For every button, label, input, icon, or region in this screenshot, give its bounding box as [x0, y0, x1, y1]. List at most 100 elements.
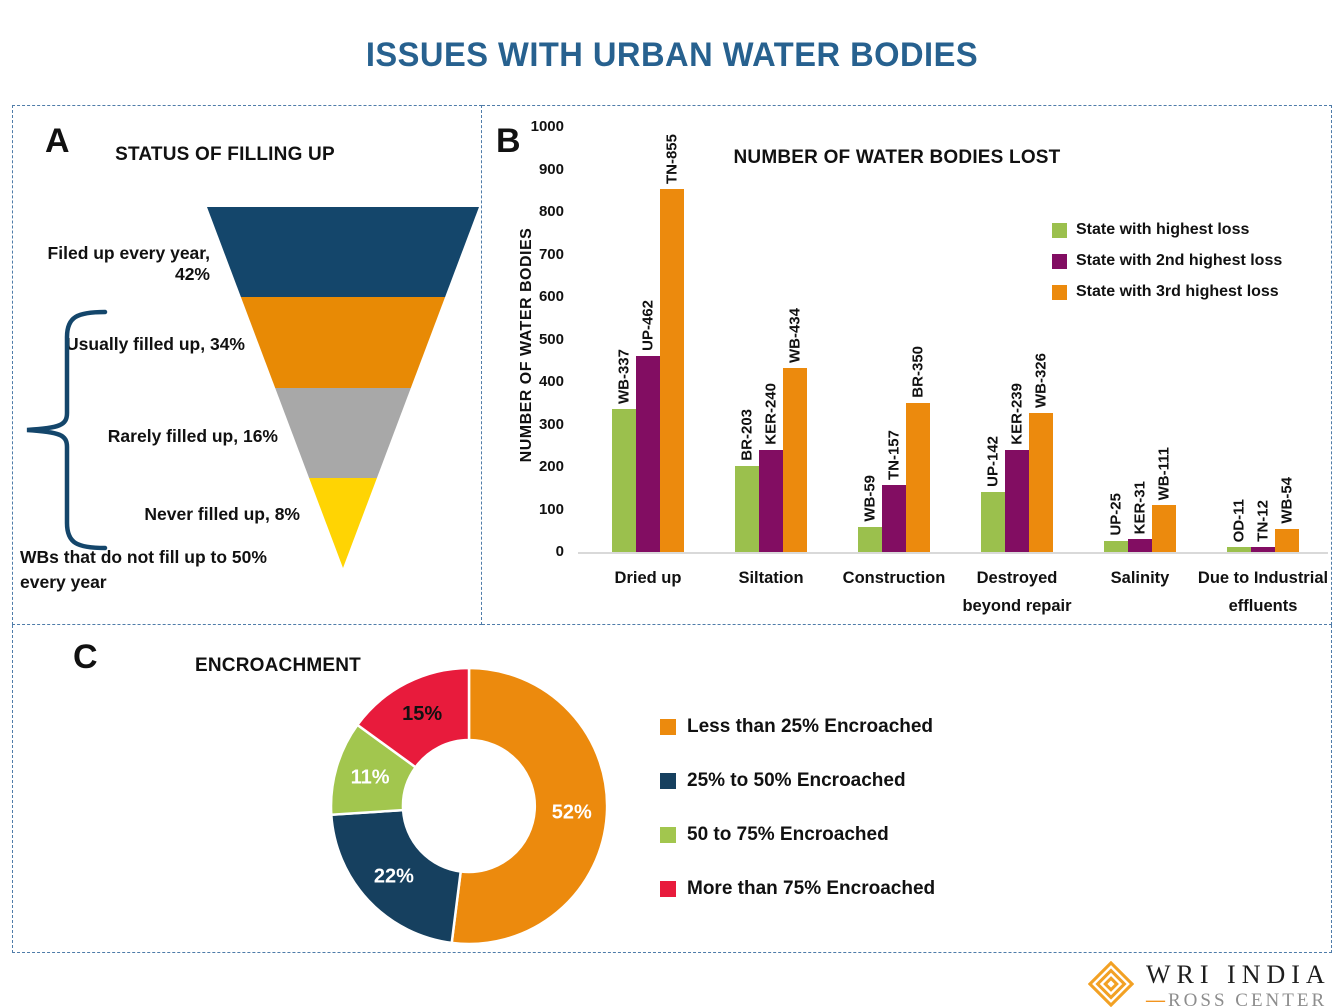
bar-tn-12: TN-12	[1251, 500, 1275, 552]
bar-wb-54: WB-54	[1275, 477, 1299, 552]
bar-value-label: UP-462	[639, 300, 657, 351]
legend-item: 25% to 50% Encroached	[660, 770, 935, 792]
brace-icon	[26, 309, 108, 551]
page-title: ISSUES WITH URBAN WATER BODIES	[365, 36, 979, 74]
bar-value-label: WB-326	[1032, 352, 1050, 408]
panel-c-letter: C	[73, 638, 98, 676]
donut-slice	[355, 666, 471, 769]
bar-value-label: BR-203	[738, 409, 756, 461]
brand-org-name: WRI INDIA	[1146, 960, 1331, 989]
panel-c-frame	[12, 625, 1332, 953]
bar-value-label: BR-350	[909, 346, 927, 398]
bar-value-label: WB-54	[1278, 477, 1296, 524]
bar-value-label: TN-12	[1254, 500, 1272, 542]
panel-a-letter: A	[45, 122, 70, 160]
x-axis-category-label: Dried up	[614, 569, 682, 587]
legend-label: State with 2nd highest loss	[1076, 252, 1283, 269]
bar-wb-326: WB-326	[1029, 353, 1053, 552]
bar-tn-855: TN-855	[660, 134, 684, 552]
bar-value-label: KER-240	[762, 383, 780, 445]
funnel-footnote: WBs that do not fill up to 50% every yea…	[20, 547, 267, 593]
legend-label: 25% to 50% Encroached	[687, 770, 906, 791]
legend-item: State with highest loss	[1052, 221, 1282, 239]
y-axis-tick-label: 300	[538, 415, 564, 433]
legend-item: 50 to 75% Encroached	[660, 824, 935, 846]
legend-item: More than 75% Encroached	[660, 878, 935, 900]
x-axis-category-label: Siltation	[738, 569, 804, 587]
donut-chart-title: ENCROACHMENT	[194, 655, 361, 676]
brand-dash: —	[1146, 990, 1168, 1008]
x-axis-line	[578, 552, 1328, 554]
donut-chart-legend: Less than 25% Encroached 25% to 50% Encro…	[660, 716, 935, 900]
legend-swatch	[660, 827, 676, 843]
bar-chart-title: NUMBER OF WATER BODIES LOST	[733, 147, 1061, 168]
bar-up-462: UP-462	[636, 300, 660, 552]
funnel-segment-label: Filed up every year, 42%	[47, 243, 210, 284]
bar-wb-111: WB-111	[1152, 447, 1176, 552]
panel-b-frame	[482, 105, 1332, 625]
donut-slice-label: 52%	[552, 802, 592, 824]
bar-value-label: KER-31	[1131, 480, 1149, 534]
bar-ker-240: KER-240	[759, 383, 783, 552]
panel-a-frame	[12, 105, 482, 625]
bar-value-label: WB-59	[861, 475, 879, 522]
bar-tn-157: TN-157	[882, 430, 906, 552]
legend-label: State with highest loss	[1076, 221, 1250, 238]
legend-swatch	[660, 881, 676, 897]
y-axis-tick-label: 600	[538, 288, 564, 305]
funnel-chart-title: STATUS OF FILLING UP	[115, 144, 335, 165]
x-axis-category-label: Salinity	[1110, 569, 1170, 587]
legend-label: More than 75% Encroached	[687, 878, 936, 899]
bar-up-25: UP-25	[1104, 493, 1128, 552]
y-axis-tick-label: 500	[538, 330, 564, 348]
y-axis-tick-label: 800	[538, 203, 564, 220]
bar-wb-59: WB-59	[858, 475, 882, 552]
bar-br-203: BR-203	[735, 409, 759, 552]
wri-knot-icon	[1088, 961, 1134, 1007]
bar-br-350: BR-350	[906, 346, 930, 552]
bar-wb-434: WB-434	[783, 308, 807, 552]
legend-swatch	[660, 773, 676, 789]
bar-value-label: WB-111	[1155, 446, 1173, 500]
bar-ker-239: KER-239	[1005, 383, 1029, 552]
x-axis-category-label: Destroyed beyond repair	[962, 569, 1072, 616]
x-axis-category-label: Construction	[842, 569, 946, 587]
bar-wb-337: WB-337	[612, 349, 636, 552]
bar-value-label: OD-11	[1230, 498, 1248, 542]
donut-chart: 52% 22% 11% 15%	[329, 666, 609, 946]
donut-slice	[329, 808, 463, 945]
panel-b-letter: B	[496, 122, 521, 160]
bar-value-label: TN-855	[663, 133, 681, 184]
bar-value-label: UP-25	[1107, 493, 1125, 536]
bar-up-142: UP-142	[981, 436, 1005, 552]
legend-label: State with 3rd highest loss	[1076, 283, 1279, 300]
y-axis-tick-label: 1000	[530, 118, 564, 135]
legend-item: State with 3rd highest loss	[1052, 283, 1282, 301]
y-axis-tick-label: 200	[538, 458, 564, 475]
legend-swatch	[660, 719, 676, 735]
funnel-segment-label: Rarely filled up, 16%	[107, 426, 278, 446]
y-axis-tick-label: 400	[538, 373, 564, 390]
donut-slice-label: 11%	[351, 766, 390, 788]
bar-chart-legend: State with highest loss State with 2nd hi…	[1052, 221, 1282, 301]
legend-swatch	[1052, 284, 1067, 300]
brand-block: WRI INDIA —ROSS CENTER	[1146, 960, 1331, 1008]
bar-ker-31: KER-31	[1128, 481, 1152, 552]
bar-value-label: KER-239	[1008, 383, 1026, 445]
funnel-segment-label: Usually filled up, 34%	[66, 334, 245, 354]
legend-label: Less than 25% Encroached	[687, 716, 934, 737]
y-axis-tick-label: 700	[538, 245, 564, 263]
y-axis-tick-label: 900	[538, 160, 564, 178]
bar-value-label: WB-434	[786, 307, 804, 363]
bar-value-label: WB-337	[615, 348, 633, 404]
donut-slice	[450, 666, 609, 946]
legend-label: 50 to 75% Encroached	[687, 824, 889, 845]
legend-item: State with 2nd highest loss	[1052, 252, 1282, 270]
brand-center-name: —ROSS CENTER	[1146, 990, 1331, 1008]
legend-item: Less than 25% Encroached	[660, 716, 935, 738]
funnel-segment	[207, 207, 479, 298]
y-axis-tick-label: 100	[538, 500, 564, 518]
funnel-segment-label: Never filled up, 8%	[144, 504, 300, 524]
donut-slice-label: 22%	[374, 866, 414, 888]
